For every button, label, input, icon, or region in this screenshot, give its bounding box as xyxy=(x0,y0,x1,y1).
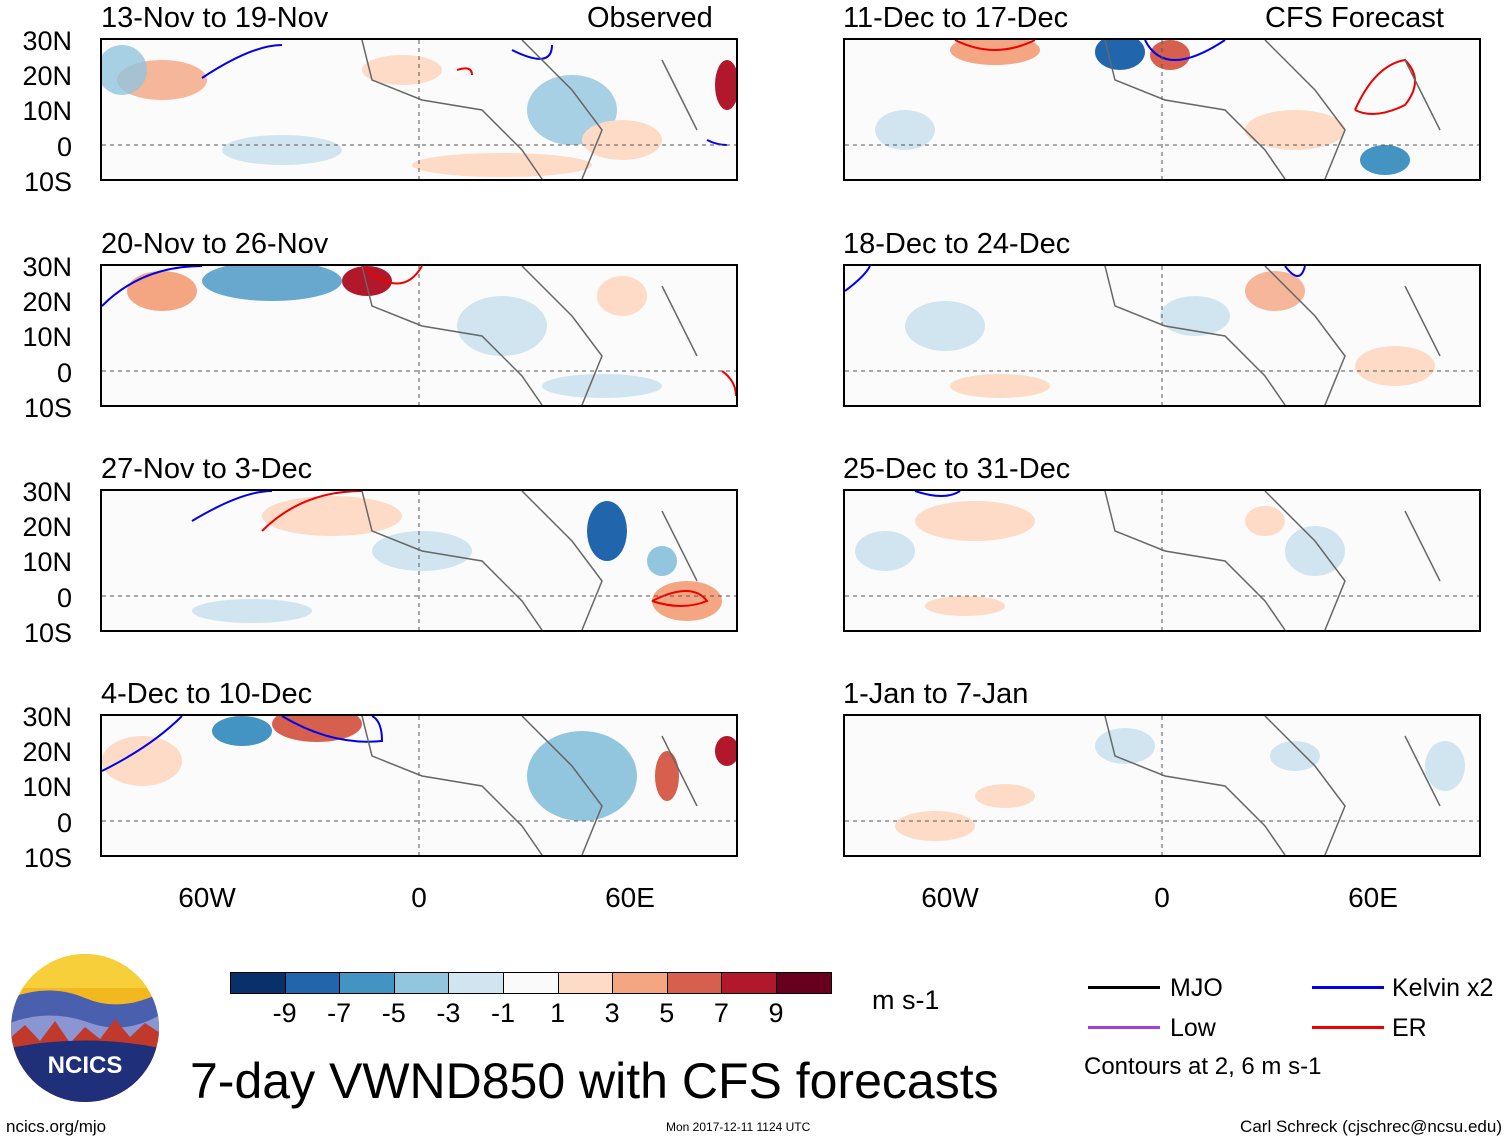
colorbar-swatch xyxy=(448,972,504,994)
lat-label: 30N xyxy=(22,26,72,56)
legend-low-line xyxy=(1088,1026,1160,1029)
forecast-header: CFS Forecast xyxy=(1265,2,1444,34)
lon-label-60e-right: 60E xyxy=(1348,882,1398,913)
map-panel-3 xyxy=(100,489,738,632)
legend-er-line xyxy=(1312,1026,1384,1029)
lon-label-60e-left: 60E xyxy=(605,882,655,913)
main-title: 7-day VWND850 with CFS forecasts xyxy=(190,1053,999,1109)
panel-title-2: 20-Nov to 26-Nov xyxy=(101,228,329,260)
colorbar-swatch xyxy=(776,972,832,994)
colorbar-tick-label: 1 xyxy=(550,998,566,1028)
lat-label: 20N xyxy=(22,287,72,317)
map-panel-5 xyxy=(843,38,1481,181)
lat-label: 10N xyxy=(22,547,72,577)
contour-note: Contours at 2, 6 m s-1 xyxy=(1084,1053,1322,1080)
colorbar-swatch xyxy=(612,972,668,994)
colorbar-tick-label: 3 xyxy=(604,998,620,1028)
legend-mjo-line xyxy=(1088,986,1160,989)
logo-text: NCICS xyxy=(48,1052,123,1079)
legend-er-label: ER xyxy=(1392,1014,1427,1042)
legend-low-label: Low xyxy=(1170,1014,1216,1042)
legend-mjo-label: MJO xyxy=(1170,974,1223,1002)
map-panel-2 xyxy=(100,264,738,407)
lat-label: 0 xyxy=(56,808,72,838)
colorbar-units: m s-1 xyxy=(872,985,940,1015)
colorbar-tick-label: -5 xyxy=(381,998,406,1028)
footer-url[interactable]: ncics.org/mjo xyxy=(6,1117,107,1136)
lon-label-60w-left: 60W xyxy=(178,882,236,913)
lat-label: 30N xyxy=(22,702,72,732)
colorbar-tick-label: -3 xyxy=(436,998,461,1028)
observed-header: Observed xyxy=(587,2,713,34)
colorbar-swatch xyxy=(339,972,395,994)
lat-label: 0 xyxy=(56,132,72,162)
colorbar-tick-label: -9 xyxy=(272,998,297,1028)
panel-title-7: 25-Dec to 31-Dec xyxy=(843,453,1071,485)
map-panel-4 xyxy=(100,714,738,857)
lat-label: 10N xyxy=(22,772,72,802)
panel-title-6: 18-Dec to 24-Dec xyxy=(843,228,1071,260)
colorbar-tick-label: -7 xyxy=(327,998,352,1028)
panel-title-8: 1-Jan to 7-Jan xyxy=(843,678,1029,710)
colorbar-swatch xyxy=(666,972,723,994)
map-panel-6 xyxy=(843,264,1481,407)
lat-label: 30N xyxy=(22,477,72,507)
colorbar-swatch xyxy=(721,972,777,994)
lat-label: 10S xyxy=(23,843,72,873)
panel-title-5: 11-Dec to 17-Dec xyxy=(843,2,1069,34)
legend-kelvin-line xyxy=(1312,986,1384,989)
ncics-logo: NCICS xyxy=(10,953,160,1103)
lat-label: 10S xyxy=(23,393,72,423)
lat-label: 20N xyxy=(22,61,72,91)
colorbar-swatch xyxy=(230,972,286,994)
map-panel-8 xyxy=(843,714,1481,857)
panel-title-4: 4-Dec to 10-Dec xyxy=(101,678,313,710)
lon-label-60w-right: 60W xyxy=(921,882,979,913)
map-panel-7 xyxy=(843,489,1481,632)
lat-label: 0 xyxy=(56,583,72,613)
panel-title-3: 27-Nov to 3-Dec xyxy=(101,453,313,485)
map-panel-1 xyxy=(100,38,738,181)
colorbar-swatch xyxy=(284,972,341,994)
panel-title-1: 13-Nov to 19-Nov xyxy=(101,2,329,34)
colorbar-swatch xyxy=(557,972,614,994)
colorbar-swatch xyxy=(393,972,450,994)
lat-label: 10N xyxy=(22,96,72,126)
colorbar-tick-label: 7 xyxy=(713,998,729,1028)
lon-label-0-left: 0 xyxy=(411,882,427,913)
lat-label: 10N xyxy=(22,322,72,352)
colorbar-tick-label: 9 xyxy=(768,998,784,1028)
footer-timestamp: Mon 2017-12-11 1124 UTC xyxy=(666,1120,811,1134)
lat-label: 20N xyxy=(22,512,72,542)
lat-label: 20N xyxy=(22,737,72,767)
colorbar-tick-label: -1 xyxy=(490,998,515,1028)
lat-label: 10S xyxy=(23,167,72,197)
legend-kelvin-label: Kelvin x2 xyxy=(1392,974,1494,1002)
lat-label: 30N xyxy=(22,252,72,282)
footer-author: Carl Schreck (cjschrec@ncsu.edu) xyxy=(1240,1117,1502,1136)
lat-label: 10S xyxy=(23,618,72,648)
colorbar-swatch xyxy=(503,972,559,994)
lon-label-0-right: 0 xyxy=(1154,882,1170,913)
colorbar-tick-label: 5 xyxy=(659,998,675,1028)
lat-label: 0 xyxy=(56,358,72,388)
